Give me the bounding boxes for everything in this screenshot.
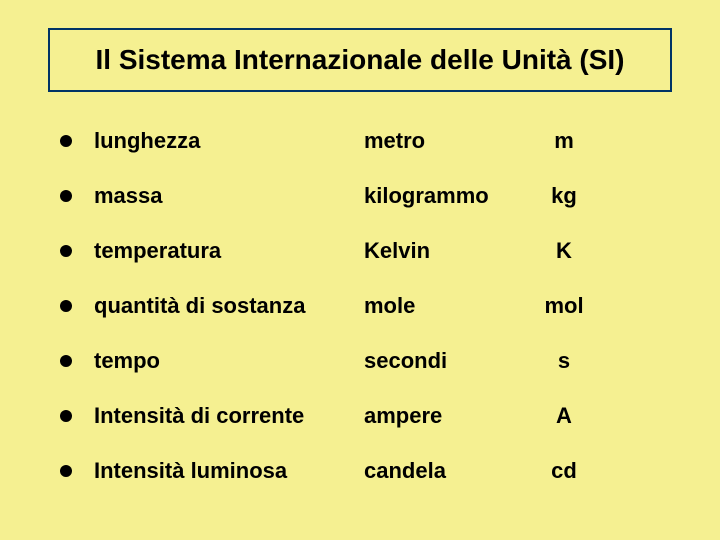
symbol-label: kg xyxy=(534,183,594,209)
list-item: lunghezza metro m xyxy=(60,128,672,154)
unit-label: candela xyxy=(364,458,534,484)
bullet-icon xyxy=(60,465,72,477)
bullet-icon xyxy=(60,190,72,202)
unit-label: mole xyxy=(364,293,534,319)
quantity-label: Intensità luminosa xyxy=(94,458,364,484)
quantity-label: Intensità di corrente xyxy=(94,403,364,429)
unit-label: metro xyxy=(364,128,534,154)
symbol-label: s xyxy=(534,348,594,374)
symbol-label: cd xyxy=(534,458,594,484)
quantity-label: massa xyxy=(94,183,364,209)
bullet-icon xyxy=(60,410,72,422)
bullet-icon xyxy=(60,245,72,257)
slide: Il Sistema Internazionale delle Unità (S… xyxy=(0,0,720,540)
units-list: lunghezza metro m massa kilogrammo kg te… xyxy=(48,128,672,484)
symbol-label: mol xyxy=(534,293,594,319)
symbol-label: m xyxy=(534,128,594,154)
list-item: quantità di sostanza mole mol xyxy=(60,293,672,319)
quantity-label: quantità di sostanza xyxy=(94,293,364,319)
unit-label: ampere xyxy=(364,403,534,429)
bullet-icon xyxy=(60,135,72,147)
unit-label: secondi xyxy=(364,348,534,374)
list-item: tempo secondi s xyxy=(60,348,672,374)
list-item: Intensità di corrente ampere A xyxy=(60,403,672,429)
quantity-label: lunghezza xyxy=(94,128,364,154)
unit-label: kilogrammo xyxy=(364,183,534,209)
symbol-label: K xyxy=(534,238,594,264)
slide-title: Il Sistema Internazionale delle Unità (S… xyxy=(95,44,624,75)
title-box: Il Sistema Internazionale delle Unità (S… xyxy=(48,28,672,92)
bullet-icon xyxy=(60,355,72,367)
symbol-label: A xyxy=(534,403,594,429)
list-item: massa kilogrammo kg xyxy=(60,183,672,209)
quantity-label: tempo xyxy=(94,348,364,374)
quantity-label: temperatura xyxy=(94,238,364,264)
list-item: Intensità luminosa candela cd xyxy=(60,458,672,484)
list-item: temperatura Kelvin K xyxy=(60,238,672,264)
bullet-icon xyxy=(60,300,72,312)
unit-label: Kelvin xyxy=(364,238,534,264)
